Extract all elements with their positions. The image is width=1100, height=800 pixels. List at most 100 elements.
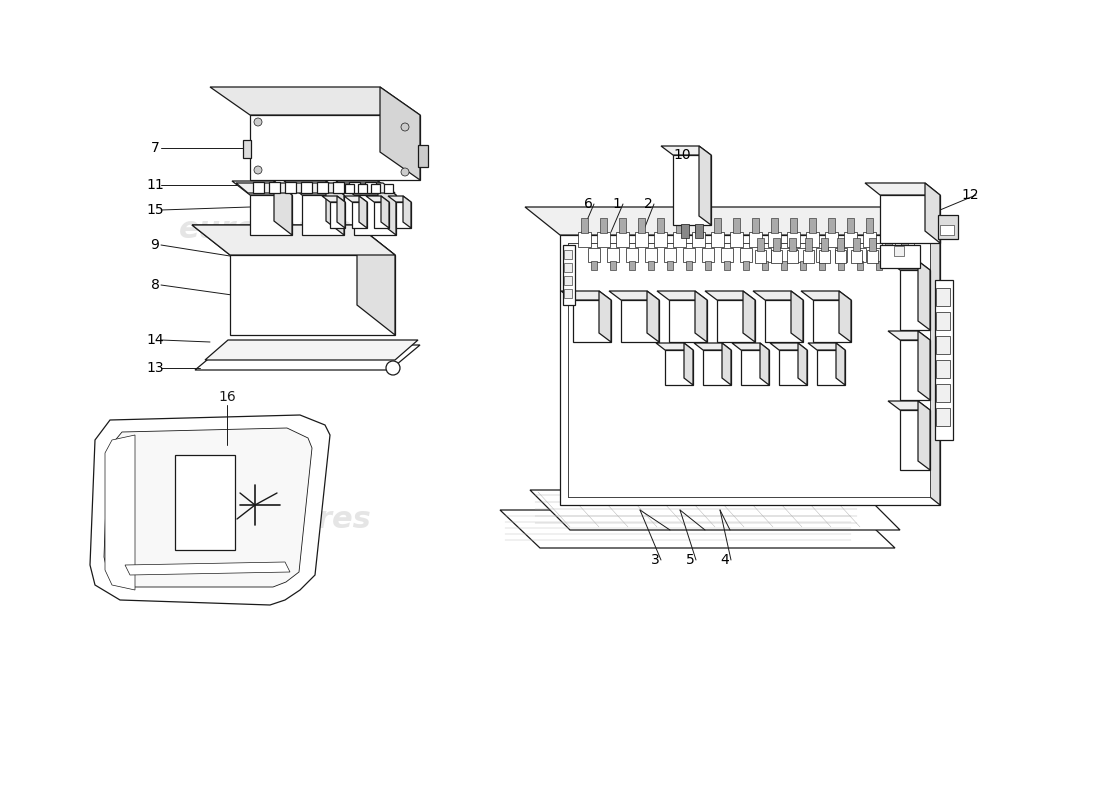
Polygon shape [561,291,610,300]
Polygon shape [358,225,395,335]
Bar [882,232,895,247]
Text: 10: 10 [673,148,691,162]
Bar [803,250,814,263]
Bar [901,238,908,251]
Bar [175,455,235,550]
Bar [864,232,876,247]
Bar [786,232,800,247]
Bar [936,336,950,354]
Bar [564,276,572,285]
Bar [935,280,953,440]
Bar [654,232,667,247]
Bar [828,218,835,233]
Polygon shape [195,345,420,370]
Bar [851,250,862,263]
Bar [886,238,892,251]
Polygon shape [352,202,367,228]
Bar [805,238,812,251]
Polygon shape [900,270,930,330]
Polygon shape [722,343,732,385]
Bar [657,218,664,233]
Bar [568,243,930,497]
Polygon shape [647,291,659,342]
Bar [600,218,607,233]
Bar [755,250,766,263]
Bar [757,238,764,251]
Bar [676,218,683,233]
Bar [667,261,673,270]
Bar [866,218,873,233]
Bar [371,184,380,193]
Polygon shape [888,401,930,410]
Text: 3: 3 [650,553,659,567]
Polygon shape [330,202,345,228]
Polygon shape [359,196,367,228]
Bar [711,232,724,247]
Bar [835,250,846,263]
Text: 4: 4 [720,553,729,567]
Circle shape [386,361,400,375]
Polygon shape [798,343,807,385]
Polygon shape [90,415,330,605]
Polygon shape [274,181,292,235]
Bar [808,218,816,233]
Polygon shape [609,291,659,300]
Bar [695,224,703,238]
Bar [616,232,629,247]
Text: 8: 8 [151,278,160,292]
Text: eurospares: eurospares [683,275,877,305]
Bar [844,232,857,247]
Polygon shape [865,183,940,195]
Bar [686,261,692,270]
Bar [629,261,635,270]
Polygon shape [770,343,807,350]
Polygon shape [684,343,693,385]
Bar [714,218,720,233]
Bar [781,261,786,270]
Bar [285,182,296,193]
Bar [857,261,864,270]
Text: 11: 11 [146,178,164,192]
Bar [838,261,844,270]
Bar [384,184,393,193]
Bar [564,289,572,298]
Bar [301,182,312,193]
Bar [742,261,749,270]
Bar [867,250,878,263]
Polygon shape [918,401,930,470]
Polygon shape [525,207,940,235]
Bar [588,248,600,262]
Text: 9: 9 [151,238,160,252]
Bar [936,408,950,426]
Bar [854,248,866,262]
Polygon shape [396,202,411,228]
Polygon shape [403,196,411,228]
Bar [564,263,572,272]
Polygon shape [326,181,344,235]
Bar [563,245,575,305]
Polygon shape [839,291,851,342]
Circle shape [254,118,262,126]
Bar [816,248,828,262]
Polygon shape [192,225,395,255]
Bar [645,248,657,262]
Polygon shape [657,291,707,300]
Bar [789,238,796,251]
Polygon shape [888,331,930,340]
Polygon shape [573,300,610,342]
Bar [648,261,654,270]
Polygon shape [374,202,389,228]
Polygon shape [705,291,755,300]
Bar [852,238,860,251]
Bar [821,238,828,251]
Bar [619,218,626,233]
Bar [790,218,798,233]
Polygon shape [801,291,851,300]
Polygon shape [905,207,940,505]
Bar [724,261,730,270]
Bar [591,261,597,270]
Polygon shape [378,181,396,235]
Bar [733,218,740,233]
Polygon shape [732,343,769,350]
Polygon shape [925,183,940,243]
